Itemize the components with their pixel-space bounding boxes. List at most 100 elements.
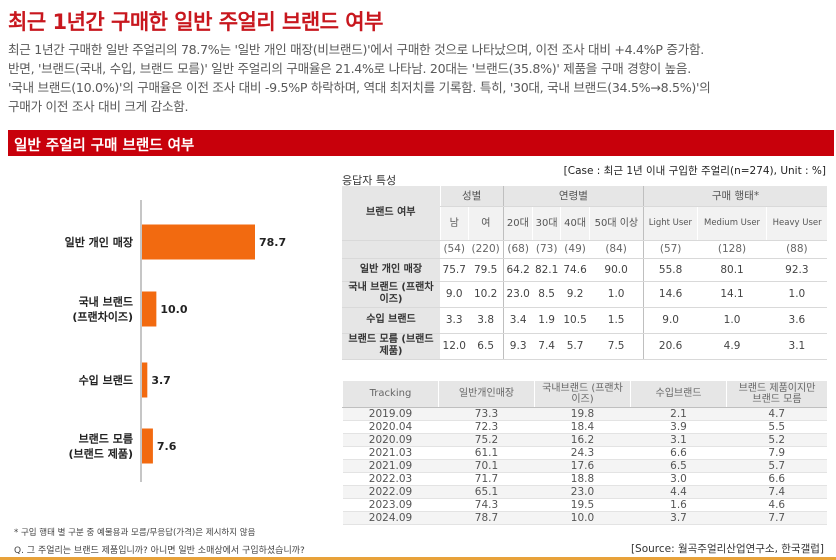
bar (142, 224, 255, 260)
data-cell: 1.0 (766, 281, 827, 308)
sample-size: (54) (440, 240, 469, 259)
group-header: 구매 행태* (642, 186, 827, 207)
tracking-period: 2019.09 (342, 407, 439, 421)
data-cell: 1.5 (589, 307, 644, 334)
tracking-period: 2021.09 (342, 459, 439, 473)
row-label: 수입 브랜드 (342, 307, 440, 334)
tracking-row: 2021.03 61.1 24.3 6.6 7.9 (342, 446, 827, 460)
survey-question: Q. 그 주얼리는 브랜드 제품입니까? 아니면 일반 소매상에서 구입하셨습니… (14, 546, 305, 556)
tracking-row: 2019.09 73.3 19.8 2.1 4.7 (342, 407, 827, 421)
data-cell: 9.0 (440, 281, 469, 308)
tracking-value: 7.7 (726, 511, 827, 525)
data-cell: 7.5 (589, 333, 644, 360)
page-title: 최근 1년간 구매한 일반 주얼리 브랜드 여부 (8, 10, 383, 34)
tracking-value: 71.7 (438, 472, 535, 486)
tracking-value: 3.0 (630, 472, 727, 486)
tracking-value: 70.1 (438, 459, 535, 473)
tracking-header: 브랜드 제품이지만 브랜드 모름 (726, 381, 827, 408)
sub-header: 50대 이상 (588, 206, 644, 241)
respondent-title: 응답자 특성 (342, 174, 397, 187)
data-cell: 5.7 (560, 333, 590, 360)
tracking-period: 2021.03 (342, 446, 439, 460)
data-cell: 3.1 (766, 333, 827, 360)
category-label: 수입 브랜드 (79, 373, 133, 387)
category-label: 일반 개인 매장 (65, 235, 133, 249)
sub-header: 남 (439, 206, 469, 241)
sample-size: (49) (560, 240, 590, 259)
brand-bar-chart: 78.7 일반 개인 매장 10.0 국내 브랜드(프랜차이즈) 3.7 수입 브랜드 7.… (65, 200, 286, 482)
tracking-value: 74.3 (438, 498, 535, 512)
sample-size: (88) (766, 240, 827, 259)
row-label: 브랜드 모름 (브랜드 제품) (342, 333, 440, 360)
bar (142, 362, 148, 398)
data-cell: 10.2 (468, 281, 504, 308)
bar (142, 428, 153, 464)
tracking-value: 2.1 (630, 407, 727, 421)
data-cell: 75.7 (440, 258, 469, 282)
data-cell: 3.3 (440, 307, 469, 334)
data-cell: 14.6 (642, 281, 698, 308)
data-cell: 10.5 (560, 307, 590, 334)
tracking-row: 2023.09 74.3 19.5 1.6 4.6 (342, 498, 827, 512)
tracking-period: 2020.09 (342, 433, 439, 447)
tracking-value: 7.9 (726, 446, 827, 460)
section-title: 일반 주얼리 구매 브랜드 여부 (14, 138, 195, 154)
tracking-value: 19.8 (534, 407, 631, 421)
bar-value-label: 78.7 (259, 236, 286, 249)
source-note: [Source: 월곡주얼리산업연구소, 한국갤럽] (630, 543, 824, 555)
category-label: 브랜드 모름 (79, 432, 133, 446)
data-cell: 3.4 (502, 307, 533, 334)
n-row-label (342, 240, 440, 259)
tracking-value: 4.7 (726, 407, 827, 421)
category-label: (브랜드 제품) (69, 447, 133, 461)
data-cell: 23.0 (502, 281, 533, 308)
tracking-value: 75.2 (438, 433, 535, 447)
tracking-value: 6.6 (630, 446, 727, 460)
tracking-value: 16.2 (534, 433, 631, 447)
tracking-value: 24.3 (534, 446, 631, 460)
group-header: 성별 (439, 186, 504, 207)
bar-value-label: 10.0 (160, 303, 187, 316)
summary-line: 최근 1년간 구매한 일반 주얼리의 78.7%는 '일반 개인 매장(비브랜드… (8, 42, 704, 57)
tracking-value: 3.9 (630, 420, 727, 434)
tracking-value: 72.3 (438, 420, 535, 434)
tracking-value: 1.6 (630, 498, 727, 512)
data-cell: 1.0 (697, 307, 767, 334)
tracking-period: 2023.09 (342, 498, 439, 512)
tracking-value: 3.1 (630, 433, 727, 447)
data-cell: 3.6 (766, 307, 827, 334)
data-cell: 90.0 (589, 258, 644, 282)
sub-header: 여 (467, 206, 504, 241)
tracking-period: 2024.09 (342, 511, 439, 525)
data-cell: 79.5 (468, 258, 504, 282)
tracking-value: 4.6 (726, 498, 827, 512)
data-cell: 20.6 (642, 333, 698, 360)
bar-value-label: 3.7 (151, 374, 171, 387)
summary-line: '국내 브랜드(10.0%)'의 구매율은 이전 조사 대비 -9.5%P 하락… (8, 80, 711, 95)
data-cell: 64.2 (502, 258, 533, 282)
sub-header: Heavy User (766, 206, 827, 241)
tracking-value: 5.7 (726, 459, 827, 473)
tracking-header: 수입브랜드 (630, 381, 727, 408)
sample-size: (128) (697, 240, 767, 259)
tracking-row: 2022.03 71.7 18.8 3.0 6.6 (342, 472, 827, 486)
data-cell: 7.4 (532, 333, 561, 360)
tracking-header: Tracking (342, 381, 439, 408)
section-header-bar: 일반 주얼리 구매 브랜드 여부 (8, 130, 834, 156)
tracking-value: 18.4 (534, 420, 631, 434)
case-note: [Case : 최근 1년 이내 구입한 주얼리(n=274), Unit : … (563, 165, 826, 177)
sub-header: Light User (642, 206, 698, 241)
data-cell: 1.0 (589, 281, 644, 308)
sample-size: (73) (532, 240, 561, 259)
sub-header: 40대 (560, 206, 590, 241)
tracking-period: 2022.03 (342, 472, 439, 486)
tracking-row: 2022.09 65.1 23.0 4.4 7.4 (342, 485, 827, 499)
row-label: 일반 개인 매장 (342, 258, 440, 282)
sample-size: (68) (502, 240, 533, 259)
sample-size: (220) (468, 240, 504, 259)
data-cell: 9.0 (642, 307, 698, 334)
tracking-value: 65.1 (438, 485, 535, 499)
bottom-rule (0, 557, 836, 560)
summary-line: 구매가 이전 조사 대비 크게 감소함. (8, 99, 189, 114)
data-cell: 14.1 (697, 281, 767, 308)
